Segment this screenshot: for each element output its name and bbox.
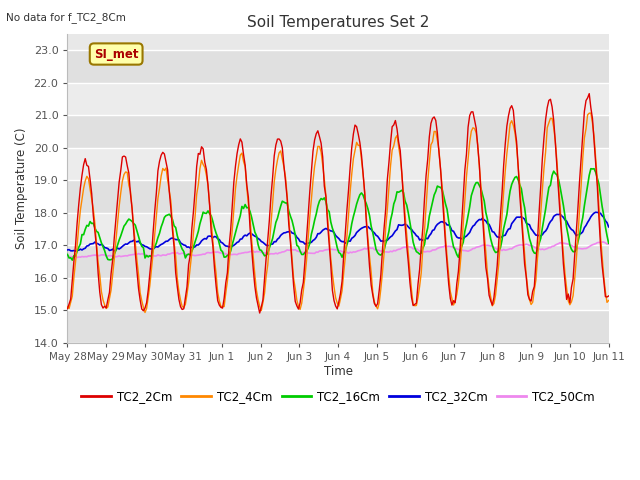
Bar [67,245,609,278]
Title: Soil Temperatures Set 2: Soil Temperatures Set 2 [247,15,429,30]
Bar [67,50,609,83]
Bar [67,180,609,213]
X-axis label: Time: Time [324,364,353,377]
Bar [67,148,609,180]
Bar [67,213,609,245]
Bar [67,278,609,310]
Bar [67,115,609,148]
Bar [67,310,609,343]
Legend: TC2_2Cm, TC2_4Cm, TC2_16Cm, TC2_32Cm, TC2_50Cm: TC2_2Cm, TC2_4Cm, TC2_16Cm, TC2_32Cm, TC… [76,385,600,408]
Y-axis label: Soil Temperature (C): Soil Temperature (C) [15,128,28,249]
Text: No data for f_TC2_8Cm: No data for f_TC2_8Cm [6,12,126,23]
Bar [67,83,609,115]
Text: SI_met: SI_met [94,48,138,60]
